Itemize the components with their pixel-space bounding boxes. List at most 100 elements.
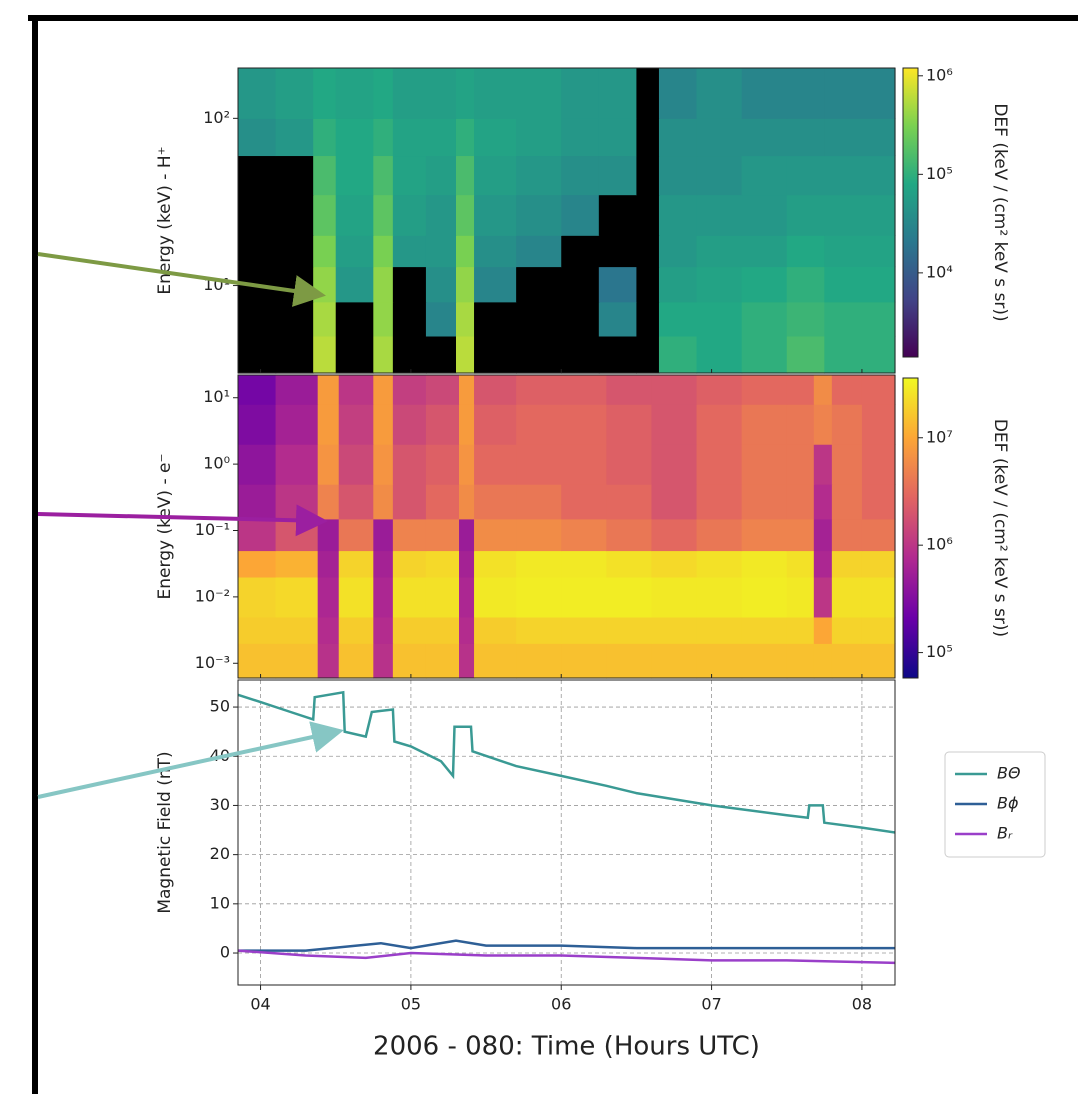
heatmap-cell [335, 235, 374, 268]
heatmap-cell [786, 194, 825, 236]
colorbar-tick-label: 10⁵ [926, 164, 953, 183]
heatmap-cell [455, 235, 475, 268]
heatmap-cell [658, 301, 698, 337]
heatmap-cell [831, 375, 863, 405]
heatmap-cell [392, 484, 427, 520]
heatmap-cell [425, 550, 460, 578]
heatmap-cell [373, 266, 394, 303]
heatmap-cell [373, 518, 394, 552]
heatmap-cell [516, 404, 562, 445]
heatmap-cell [786, 576, 815, 618]
heatmap-cell [238, 518, 277, 552]
heatmap-cell [338, 643, 374, 679]
heatmap-cell [455, 155, 475, 196]
heatmap-cell [786, 235, 825, 268]
heatmap-cell [373, 301, 394, 337]
heatmap-cell [696, 444, 743, 485]
heatmap-cell [313, 301, 337, 337]
heatmap-cell [786, 484, 815, 520]
heatmap-cell [425, 576, 460, 618]
heatmap-cell [317, 576, 340, 618]
heatmap-cell [338, 550, 374, 578]
heatmap-cell [561, 444, 607, 485]
heatmap-cell [392, 404, 427, 445]
heatmap-cell [741, 484, 788, 520]
heatmap-cell [373, 550, 394, 578]
heatmap-cell [455, 301, 475, 337]
heatmap-cell [275, 643, 319, 679]
heatmap-cell [786, 68, 825, 119]
heatmap-cell [516, 68, 562, 119]
heatmap-cell [861, 616, 896, 644]
heatmap-cell [335, 301, 374, 337]
heatmap-cell [561, 643, 607, 679]
heatmap-cell [813, 576, 833, 618]
heatmap-cell [459, 518, 475, 552]
heatmap-cell [238, 576, 277, 618]
heatmap-cell [658, 235, 698, 268]
heatmap-cell [338, 484, 374, 520]
heatmap-cell [658, 155, 698, 196]
heatmap-cell [696, 404, 743, 445]
heatmap-cell [335, 335, 374, 374]
heatmap-cell [317, 616, 340, 644]
heatmap-cell [741, 404, 788, 445]
arrow [37, 504, 328, 537]
heatmap-cell [317, 484, 340, 520]
y-axis-label: Energy (keV) - e⁻ [155, 454, 175, 600]
heatmap-cell [598, 68, 638, 119]
heatmap-cell [455, 68, 475, 119]
heatmap-cell [275, 194, 314, 236]
colorbar-tick-label: 10⁶ [926, 535, 953, 554]
heatmap-cell [238, 375, 277, 405]
heatmap-cell [741, 68, 788, 119]
heatmap-cell [338, 444, 374, 485]
heatmap-cell [516, 518, 562, 552]
heatmap-cell [459, 444, 475, 485]
x-tick-label: 07 [701, 995, 721, 1014]
y-tick-label: 10⁻¹ [195, 520, 230, 539]
heatmap-cell [313, 266, 337, 303]
heatmap-cell [474, 616, 517, 644]
heatmap-cell [813, 550, 833, 578]
y-tick-label: 10¹ [203, 387, 230, 406]
heatmap-cell [786, 301, 825, 337]
heatmap-cell [636, 194, 660, 236]
heatmap-cell [741, 550, 788, 578]
heatmap-cell [317, 404, 340, 445]
heatmap-cell [561, 375, 607, 405]
heatmap-cell [317, 518, 340, 552]
heatmap-cell [651, 375, 698, 405]
heatmap-cell [459, 550, 475, 578]
heatmap-cell [861, 550, 896, 578]
heatmap-cell [516, 301, 562, 337]
heatmap-cell [425, 643, 460, 679]
plot-frame [237, 679, 896, 986]
heatmap-cell [651, 616, 698, 644]
heatmap-cell [636, 118, 660, 157]
heatmap-cell [317, 643, 340, 679]
heatmap-cell [516, 118, 562, 157]
heatmap-cell [335, 155, 374, 196]
heatmap-cell [392, 266, 427, 303]
heatmap-cell [516, 194, 562, 236]
heatmap-cell [561, 335, 600, 374]
heatmap-cell [561, 235, 600, 268]
heatmap-cell [373, 68, 394, 119]
heatmap-cell [813, 404, 833, 445]
heatmap-cell [606, 550, 653, 578]
heatmap-cell [313, 335, 337, 374]
heatmap-cell [392, 550, 427, 578]
heatmap-cell [373, 576, 394, 618]
heatmap-cell [238, 643, 277, 679]
heatmap-cell [338, 404, 374, 445]
heatmap-cell [606, 404, 653, 445]
heatmap-cell [474, 68, 517, 119]
heatmap-cell [516, 550, 562, 578]
heatmap-cell [238, 118, 277, 157]
heatmap-cell [313, 194, 337, 236]
heatmap-cell [474, 375, 517, 405]
heatmap-cell [696, 155, 743, 196]
heatmap-cell [636, 235, 660, 268]
plot-frame [237, 374, 896, 679]
